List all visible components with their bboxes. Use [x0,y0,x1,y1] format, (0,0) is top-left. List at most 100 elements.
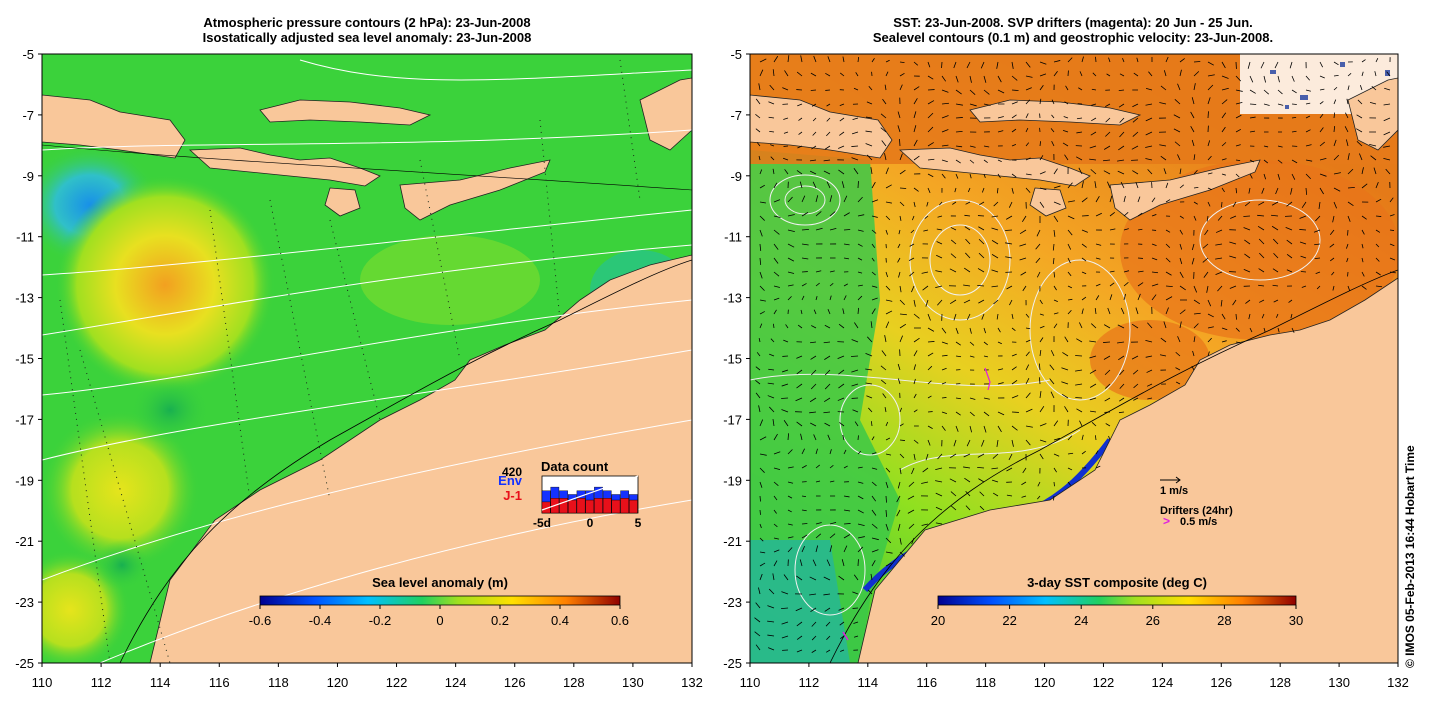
velocity-arrow [1011,366,1017,371]
velocity-arrow [1235,327,1240,332]
velocity-arrow [1091,323,1097,329]
velocity-arrow [1257,214,1265,217]
velocity-arrow [1151,214,1157,217]
velocity-arrow [965,201,971,205]
velocity-arrow [773,297,780,301]
right-title-line1: SST: 23-Jun-2008. SVP drifters (magenta)… [893,15,1253,30]
velocity-arrow [927,158,935,161]
velocity-arrow [913,378,916,385]
velocity-arrow [1075,369,1083,372]
velocity-arrow [1039,325,1045,329]
velocity-arrow [1103,145,1111,150]
velocity-arrow [1329,243,1335,248]
velocity-arrow [885,481,889,489]
velocity-arrow [899,407,903,413]
velocity-arrow [1147,169,1153,175]
velocity-arrow [1383,103,1391,106]
velocity-arrow [1305,115,1311,119]
colorbar-tick-label: 0.4 [551,613,569,628]
sla-colorbar-label: Sea level anomaly (m) [372,575,508,590]
velocity-arrow [1123,281,1129,287]
velocity-arrow [1385,168,1391,175]
velocity-arrow [767,634,775,637]
lon-tick-label: 118 [975,675,996,690]
velocity-arrow [827,434,831,441]
velocity-arrow [992,492,999,497]
velocity-arrow [1179,69,1182,77]
velocity-arrow [1374,71,1377,77]
lon-tick-label: 124 [445,675,467,690]
velocity-arrow [1277,327,1280,333]
velocity-arrow [1118,103,1125,108]
velocity-arrow [843,283,849,287]
velocity-arrow [964,214,971,217]
velocity-arrow [885,299,893,302]
velocity-arrow [1389,257,1396,261]
velocity-arrow [1232,201,1237,208]
velocity-arrow [851,131,859,135]
velocity-arrow [1137,196,1141,203]
velocity-arrow [851,383,859,387]
velocity-arrow [1261,313,1265,319]
velocity-arrow [773,523,778,528]
velocity-arrow [867,589,873,595]
left-map-title: Atmospheric pressure contours (2 hPa): 2… [42,15,692,45]
velocity-arrow [1359,153,1363,161]
lat-tick-label: -9 [730,169,742,184]
velocity-arrow [1109,270,1115,273]
velocity-arrow [1119,383,1125,389]
velocity-arrow [1361,257,1364,263]
lat-tick-label: -25 [723,656,742,671]
velocity-arrow [843,534,851,539]
velocity-arrow [1135,307,1139,315]
velocity-arrow [1025,127,1029,133]
velocity-arrow [768,116,775,119]
velocity-arrow [825,621,831,627]
velocity-arrow [936,254,943,259]
velocity-arrow [1356,128,1363,133]
velocity-arrow [1383,145,1391,148]
velocity-arrow [1319,88,1325,91]
velocity-arrow [1145,87,1153,91]
velocity-arrow [867,336,873,343]
velocity-arrow [1081,308,1084,315]
velocity-arrow [773,243,779,250]
velocity-arrow [899,285,902,293]
velocity-arrow [1315,271,1321,274]
velocity-arrow [1108,57,1111,63]
velocity-arrow [978,226,985,231]
velocity-arrow [1039,453,1044,460]
velocity-arrow [1229,255,1237,259]
velocity-arrow [855,72,859,77]
velocity-arrow [1165,271,1172,276]
velocity-arrow [759,523,762,529]
velocity-arrow [1300,255,1307,259]
velocity-arrow [1207,201,1211,207]
velocity-arrow [1179,243,1183,250]
velocity-arrow [1061,393,1069,399]
lon-tick-label: 112 [799,675,820,690]
velocity-arrow [1193,299,1201,305]
velocity-arrow [885,509,887,517]
velocity-arrow [787,523,793,526]
velocity-arrow [1319,127,1324,133]
velocity-arrow [843,495,850,498]
velocity-arrow [857,307,860,315]
velocity-arrow [773,215,781,218]
velocity-arrow [1011,327,1016,332]
velocity-arrow [921,481,929,484]
velocity-arrow [1151,197,1156,203]
velocity-arrow [1235,144,1241,147]
velocity-arrow [1037,495,1041,500]
velocity-arrow [941,382,947,385]
velocity-arrow [1179,257,1183,265]
velocity-arrow [843,257,850,260]
velocity-arrow [909,243,915,247]
velocity-arrow [1105,423,1111,427]
velocity-arrow [1179,229,1183,235]
velocity-arrow [997,382,1004,385]
velocity-arrow [871,58,875,63]
velocity-arrow [1019,229,1027,235]
velocity-arrow [1375,181,1379,189]
